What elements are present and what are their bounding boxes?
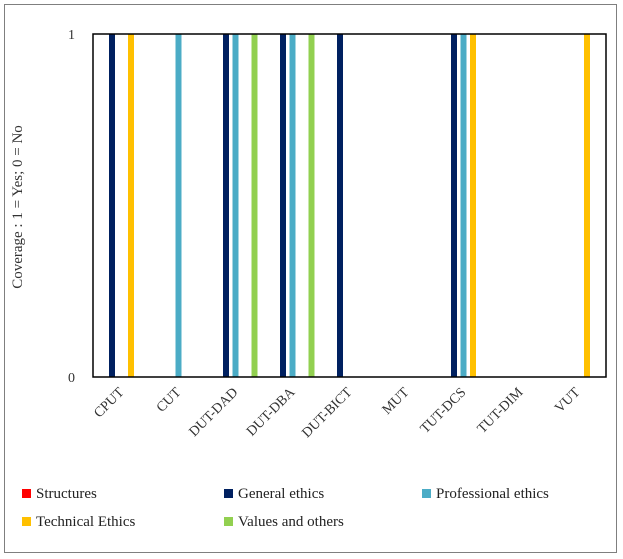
bar — [337, 34, 343, 377]
bar — [280, 34, 286, 377]
x-tick-label: CPUT — [91, 385, 127, 421]
legend-label: General ethics — [238, 486, 324, 502]
x-tick-label: DUT-DBA — [244, 385, 299, 440]
x-tick-label: TUT-DCS — [418, 385, 469, 436]
x-tick-label: VUT — [552, 385, 583, 416]
y-tick-label: 0 — [68, 371, 75, 386]
legend-label: Technical Ethics — [36, 514, 135, 530]
bar — [584, 34, 590, 377]
legend-swatch — [422, 489, 431, 498]
legend-label: Structures — [36, 486, 97, 502]
y-tick-label: 1 — [68, 28, 75, 43]
y-axis-label: Coverage : 1 = Yes; 0 = No — [10, 125, 26, 289]
x-tick-label: DUT-BICT — [299, 385, 355, 441]
legend-label: Professional ethics — [436, 486, 549, 502]
bar — [128, 34, 134, 377]
legend: Structures General ethics Professional eth… — [22, 486, 549, 530]
bar — [175, 34, 182, 377]
y-ticks: 01 — [68, 28, 75, 386]
legend-swatch — [22, 489, 31, 498]
legend-label: Values and others — [238, 514, 344, 530]
x-ticks: CPUT CUT DUT-DAD DUT-DBA DUT-BICT MUT TUT-DCS T… — [91, 385, 583, 442]
bar — [232, 34, 239, 377]
legend-swatch — [22, 517, 31, 526]
bar — [109, 34, 115, 377]
plot-area — [92, 33, 607, 378]
x-tick-label: DUT-DAD — [187, 385, 242, 440]
bar — [251, 34, 258, 377]
bar — [308, 34, 315, 377]
bar — [289, 34, 296, 377]
x-tick-label: TUT-DIM — [475, 385, 527, 437]
bar — [451, 34, 457, 377]
bar — [460, 34, 467, 377]
bar — [223, 34, 229, 377]
x-tick-label: MUT — [380, 385, 413, 418]
legend-swatch — [224, 489, 233, 498]
bar — [470, 34, 476, 377]
legend-swatch — [224, 517, 233, 526]
x-tick-label: CUT — [154, 385, 185, 416]
bars-layer — [109, 34, 590, 377]
